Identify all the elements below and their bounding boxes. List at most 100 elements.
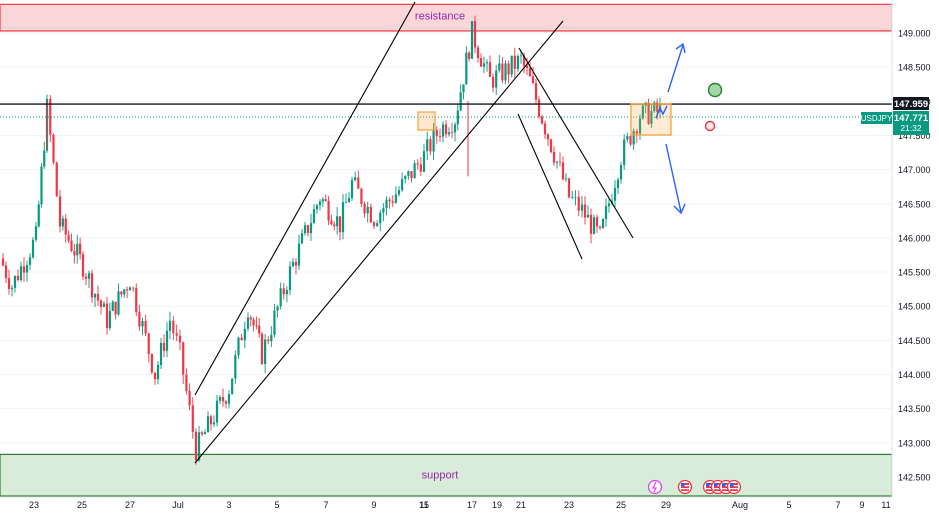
candle-body bbox=[306, 225, 310, 234]
candle-body bbox=[67, 234, 70, 241]
candle-body bbox=[574, 196, 577, 198]
us-flag-icon-canton bbox=[722, 483, 726, 487]
candle-body bbox=[185, 374, 188, 391]
channel-upper-line[interactable] bbox=[194, 1, 416, 396]
symbol-price-tag: USDJPY 147.771 21:32 bbox=[861, 111, 929, 135]
candle-body bbox=[604, 206, 608, 220]
symbol-name: USDJPY bbox=[861, 114, 893, 123]
candle-body bbox=[616, 179, 620, 189]
candle-body bbox=[52, 134, 55, 163]
candle-body bbox=[246, 317, 250, 329]
us-flag-icon-stripe bbox=[722, 485, 730, 487]
channel-lower-line[interactable] bbox=[194, 20, 564, 464]
candle-body bbox=[4, 265, 8, 279]
candle-body bbox=[531, 76, 535, 84]
candle-body bbox=[473, 21, 477, 48]
candle-body bbox=[215, 400, 219, 423]
candle-body bbox=[132, 287, 135, 289]
wedge-lower-line[interactable] bbox=[517, 113, 583, 260]
candle-body bbox=[413, 163, 416, 179]
candle-body bbox=[456, 110, 459, 125]
candle-body bbox=[376, 223, 379, 226]
candle-body bbox=[273, 310, 276, 335]
candle-body bbox=[55, 162, 58, 197]
candle-body bbox=[360, 188, 363, 204]
candle-body bbox=[401, 179, 404, 191]
candle-body bbox=[598, 226, 602, 228]
candle-body bbox=[432, 129, 435, 152]
price-tick-label: 144.500 bbox=[898, 336, 931, 346]
candle-body bbox=[330, 220, 333, 225]
candle-body bbox=[447, 132, 451, 135]
lightning-icon bbox=[647, 479, 663, 495]
us-flag-icon-stripe bbox=[681, 488, 689, 490]
us-flag-icon-canton bbox=[730, 483, 734, 487]
bear-arrow[interactable] bbox=[665, 143, 682, 213]
candle-body bbox=[312, 209, 316, 224]
time-tick-label: 9 bbox=[859, 500, 864, 510]
event-icons[interactable] bbox=[647, 479, 742, 495]
candle-body bbox=[73, 251, 76, 256]
candle-body bbox=[619, 165, 623, 180]
candle-body bbox=[558, 161, 562, 163]
candle-body bbox=[203, 432, 207, 435]
bar-countdown: 21:32 bbox=[900, 123, 922, 133]
candle-body bbox=[200, 432, 204, 435]
candle-body bbox=[218, 397, 222, 401]
small-consolidation-box[interactable] bbox=[417, 111, 436, 131]
candle-body bbox=[34, 226, 38, 240]
candle-body bbox=[168, 320, 172, 331]
projection-arrows[interactable] bbox=[655, 42, 686, 215]
candle-body bbox=[135, 287, 138, 313]
resistance-zone[interactable] bbox=[0, 3, 893, 32]
candle-body bbox=[441, 124, 445, 137]
price-axis[interactable]: 149.000148.500148.000147.500147.000146.5… bbox=[891, 0, 939, 513]
price-tick-label: 147.500 bbox=[898, 131, 931, 141]
target-circle[interactable] bbox=[707, 82, 723, 98]
time-tick-label: 23 bbox=[29, 500, 39, 510]
candle-body bbox=[394, 194, 397, 203]
candle-body bbox=[444, 124, 448, 135]
candle-body bbox=[206, 416, 210, 433]
candle-body bbox=[528, 67, 532, 77]
support-zone[interactable] bbox=[0, 453, 893, 497]
candle-body bbox=[267, 339, 270, 342]
candle-body bbox=[338, 216, 342, 233]
time-tick-label: 25 bbox=[616, 500, 626, 510]
stop-circle[interactable] bbox=[704, 120, 716, 132]
consolidation-box[interactable] bbox=[630, 103, 672, 136]
candle-body bbox=[22, 266, 26, 273]
candle-body bbox=[555, 161, 559, 163]
candle-body bbox=[534, 83, 538, 100]
us-flag-icon-stripe bbox=[714, 488, 722, 490]
candle-body bbox=[221, 397, 225, 402]
candle-body bbox=[120, 291, 123, 295]
candle-body bbox=[567, 178, 571, 198]
candle-body bbox=[153, 372, 157, 380]
candle-body bbox=[318, 201, 322, 206]
wedge-upper-line[interactable] bbox=[518, 47, 634, 239]
candle-body bbox=[513, 55, 516, 69]
bull-arrow[interactable] bbox=[667, 44, 684, 93]
candle-body bbox=[19, 266, 23, 281]
candle-body bbox=[327, 200, 330, 221]
time-tick-label: 17 bbox=[467, 500, 477, 510]
level-price-text: 147.959 bbox=[894, 99, 928, 110]
candle-body bbox=[577, 196, 580, 211]
candle-body bbox=[333, 224, 336, 227]
trendlines[interactable] bbox=[194, 1, 634, 464]
candle-body bbox=[96, 293, 100, 301]
candle-body bbox=[336, 216, 339, 227]
candle-body bbox=[366, 206, 369, 214]
time-tick-label: 25 bbox=[77, 500, 87, 510]
candle-body bbox=[561, 162, 565, 180]
time-tick-label: 27 bbox=[125, 500, 135, 510]
candle-body bbox=[347, 198, 351, 203]
time-tick-label: 23 bbox=[564, 500, 574, 510]
candle-body bbox=[341, 202, 345, 233]
candle-body bbox=[288, 266, 292, 291]
